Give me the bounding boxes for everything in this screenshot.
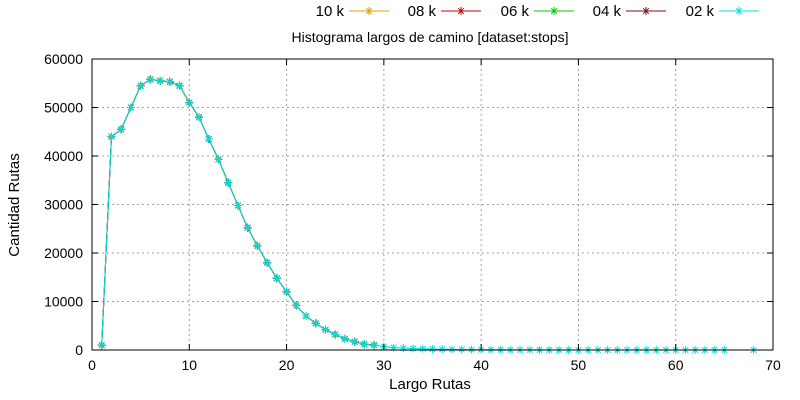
- data-point: [428, 345, 437, 354]
- x-tick-label: 70: [765, 357, 781, 373]
- y-tick-label: 20000: [44, 245, 83, 261]
- y-axis-label: Cantidad Rutas: [6, 153, 23, 256]
- data-point: [185, 98, 194, 107]
- x-tick-label: 30: [376, 357, 392, 373]
- legend-label: 06 k: [501, 3, 530, 20]
- legend-marker: [550, 7, 558, 15]
- data-point: [438, 345, 447, 354]
- legend-label: 08 k: [408, 3, 437, 20]
- legend-marker: [642, 7, 650, 15]
- data-point: [370, 341, 379, 350]
- legend-label: 04 k: [593, 3, 622, 20]
- grid: [92, 59, 773, 350]
- data-point: [272, 274, 281, 283]
- data-point: [350, 337, 359, 346]
- x-tick-label: 40: [473, 357, 489, 373]
- axis-ticks: 0 10 20 30 40 50 60 70 0 10000 20000 30000 40000 5000…: [44, 51, 781, 373]
- legend-label: 10 k: [316, 3, 345, 20]
- legend-entry: 10 k: [316, 3, 389, 20]
- data-point: [263, 258, 272, 267]
- data-point: [195, 113, 204, 122]
- data-point: [399, 344, 408, 353]
- series-line: [101, 78, 375, 346]
- x-tick-label: 0: [88, 357, 96, 373]
- data-point: [136, 81, 145, 90]
- chart-title: Histograma largos de camino [dataset:sto…: [291, 29, 568, 45]
- y-tick-label: 10000: [44, 294, 83, 310]
- y-tick-label: 40000: [44, 148, 83, 164]
- data-point: [360, 340, 369, 349]
- data-point: [165, 77, 174, 86]
- x-tick-label: 20: [279, 357, 295, 373]
- series-2: [97, 75, 379, 350]
- data-point: [126, 103, 135, 112]
- data-point: [156, 76, 165, 85]
- data-point: [224, 178, 233, 187]
- data-point: [331, 330, 340, 339]
- series-line: [101, 78, 375, 346]
- y-tick-label: 50000: [44, 100, 83, 116]
- series-4: [97, 75, 758, 354]
- data-point: [117, 125, 126, 134]
- data-point: [302, 312, 311, 321]
- data-point: [292, 301, 301, 310]
- data-point: [107, 132, 116, 141]
- legend-marker: [457, 7, 465, 15]
- data-point: [214, 155, 223, 164]
- y-tick-label: 0: [75, 342, 83, 358]
- data-point: [175, 81, 184, 90]
- data-point: [243, 223, 252, 232]
- data-point: [253, 241, 262, 250]
- data-point: [311, 319, 320, 328]
- series-0: [97, 75, 379, 350]
- data-point: [409, 344, 418, 353]
- data-point: [97, 341, 106, 350]
- data-point: [418, 344, 427, 353]
- data-point: [204, 135, 213, 144]
- x-tick-label: 10: [181, 357, 197, 373]
- y-tick-label: 60000: [44, 51, 83, 67]
- data-point: [389, 343, 398, 352]
- x-tick-label: 60: [668, 357, 684, 373]
- series-1: [97, 75, 379, 350]
- plot-area: [97, 75, 758, 354]
- data-point: [447, 345, 456, 354]
- series-line: [101, 78, 375, 346]
- legend-marker: [365, 7, 373, 15]
- data-point: [282, 287, 291, 296]
- data-point: [321, 325, 330, 334]
- y-tick-label: 30000: [44, 197, 83, 213]
- data-point: [146, 75, 155, 84]
- legend-entry: 08 k: [408, 3, 481, 20]
- series-line: [101, 78, 375, 346]
- legend-entry: 02 k: [686, 3, 759, 20]
- legend-entry: 04 k: [593, 3, 666, 20]
- x-axis-label: Largo Rutas: [389, 376, 471, 393]
- legend-marker: [735, 7, 743, 15]
- series-3: [97, 75, 379, 350]
- x-tick-label: 50: [571, 357, 587, 373]
- data-point: [233, 201, 242, 210]
- data-point: [340, 334, 349, 343]
- legend-label: 02 k: [686, 3, 715, 20]
- legend: 10 k 08 k 06 k 04 k 02 k: [316, 3, 759, 20]
- legend-entry: 06 k: [501, 3, 574, 20]
